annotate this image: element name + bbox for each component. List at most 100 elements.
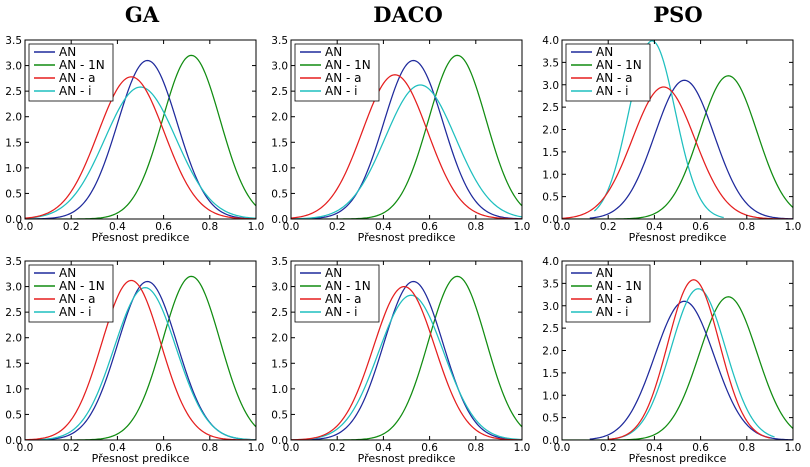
y-tick-label: 3.0 bbox=[271, 61, 288, 73]
x-tick-label: 0.8 bbox=[201, 442, 218, 454]
legend-entry-an-1n: AN - 1N bbox=[59, 279, 105, 293]
y-tick-label: 3.5 bbox=[5, 35, 22, 47]
y-tick-label: 3.0 bbox=[271, 282, 288, 294]
x-tick-label: 0.4 bbox=[375, 221, 392, 233]
y-tick-label: 3.0 bbox=[542, 301, 559, 313]
y-tick-label: 2.0 bbox=[271, 112, 288, 124]
y-tick-label: 1.0 bbox=[5, 384, 22, 396]
y-tick-label: 2.5 bbox=[542, 323, 559, 335]
y-tick-label: 3.5 bbox=[271, 35, 288, 47]
axes-frame bbox=[24, 39, 257, 220]
chart-panel: 0.0 0.2 0.4 0.6 0.8 1.0 0.0 0.5 1.0 1.5 2.0 2.5 3.0 3… bbox=[5, 256, 264, 465]
legend-entry-an-1n: AN - 1N bbox=[325, 279, 371, 293]
series-line-an-i bbox=[291, 84, 522, 219]
legend-entry-an-1n: AN - 1N bbox=[325, 58, 371, 72]
x-tick-label: 0.8 bbox=[201, 221, 218, 233]
y-tick-label: 2.0 bbox=[5, 112, 22, 124]
y-tick-label: 2.5 bbox=[5, 86, 22, 98]
x-tick-label: 1.0 bbox=[785, 221, 802, 233]
series-line-an bbox=[589, 79, 793, 219]
y-tick-label: 1.0 bbox=[5, 163, 22, 175]
column-title-daco: DACO bbox=[373, 2, 443, 27]
legend-entry-an-a: AN - a bbox=[59, 292, 96, 306]
legend-entry-an: AN bbox=[325, 45, 342, 59]
legend-entry-an-1n: AN - 1N bbox=[596, 279, 642, 293]
y-tick-label: 3.5 bbox=[271, 256, 288, 268]
x-tick-label: 0.6 bbox=[421, 221, 438, 233]
chart-panel: 0.0 0.2 0.4 0.6 0.8 1.0 0.0 0.5 1.0 1.5 2.0 2.5 3.0 3… bbox=[542, 35, 801, 244]
legend-entry-an-i: AN - i bbox=[325, 84, 357, 98]
y-tick-label: 1.0 bbox=[271, 384, 288, 396]
legend-entry-an: AN bbox=[325, 266, 342, 280]
y-tick-label: 2.5 bbox=[271, 307, 288, 319]
x-tick-label: 0.6 bbox=[155, 442, 172, 454]
series-line-an-i bbox=[25, 86, 256, 219]
y-tick-label: 2.0 bbox=[5, 333, 22, 345]
legend-entry-an-a: AN - a bbox=[325, 292, 362, 306]
x-tick-label: 0.8 bbox=[467, 221, 484, 233]
y-tick-label: 2.0 bbox=[542, 346, 559, 358]
x-tick-label: 0.0 bbox=[554, 221, 571, 233]
y-tick-label: 0.5 bbox=[271, 188, 288, 200]
y-tick-label: 0.5 bbox=[5, 188, 22, 200]
y-tick-label: 0.0 bbox=[271, 435, 288, 447]
legend-entry-an-a: AN - a bbox=[596, 292, 633, 306]
x-tick-label: 0.2 bbox=[600, 442, 617, 454]
legend-entry-an-i: AN - i bbox=[596, 84, 628, 98]
y-tick-label: 3.0 bbox=[5, 282, 22, 294]
x-tick-label: 0.6 bbox=[692, 221, 709, 233]
legend-entry-an: AN bbox=[596, 45, 613, 59]
y-tick-label: 4.0 bbox=[542, 256, 559, 268]
x-tick-label: 0.8 bbox=[738, 442, 755, 454]
y-tick-label: 2.5 bbox=[271, 86, 288, 98]
y-tick-label: 3.0 bbox=[542, 80, 559, 92]
x-axis-label: Přesnost predikce bbox=[92, 452, 190, 465]
series-line-an bbox=[291, 59, 522, 219]
x-tick-label: 0.0 bbox=[17, 221, 34, 233]
x-tick-label: 0.0 bbox=[283, 221, 300, 233]
y-tick-label: 0.5 bbox=[542, 413, 559, 425]
x-tick-label: 0.2 bbox=[329, 221, 346, 233]
axes-frame bbox=[24, 260, 257, 441]
y-tick-label: 0.0 bbox=[542, 214, 559, 226]
series-line-an bbox=[291, 280, 522, 440]
legend-entry-an-1n: AN - 1N bbox=[59, 58, 105, 72]
axes-frame bbox=[290, 39, 523, 220]
series-line-an-a bbox=[25, 279, 256, 440]
x-axis-label: Přesnost predikce bbox=[629, 452, 727, 465]
y-tick-label: 1.5 bbox=[542, 368, 559, 380]
x-tick-label: 1.0 bbox=[248, 442, 265, 454]
legend-entry-an-a: AN - a bbox=[325, 71, 362, 85]
y-tick-label: 0.5 bbox=[271, 409, 288, 421]
x-tick-label: 0.0 bbox=[554, 442, 571, 454]
column-title-ga: GA bbox=[125, 2, 160, 27]
y-tick-label: 3.5 bbox=[5, 256, 22, 268]
y-tick-label: 3.0 bbox=[5, 61, 22, 73]
series-line-an-a bbox=[562, 86, 793, 219]
x-tick-label: 0.4 bbox=[646, 221, 663, 233]
x-tick-label: 0.2 bbox=[329, 442, 346, 454]
x-axis-label: Přesnost predikce bbox=[92, 231, 190, 244]
y-tick-label: 1.0 bbox=[542, 390, 559, 402]
series-line-an-i bbox=[593, 40, 724, 219]
y-tick-label: 4.0 bbox=[542, 35, 559, 47]
y-tick-label: 1.5 bbox=[271, 137, 288, 149]
legend-entry-an-i: AN - i bbox=[59, 305, 91, 319]
legend-entry-an: AN bbox=[596, 266, 613, 280]
legend-entry-an-a: AN - a bbox=[59, 71, 96, 85]
y-tick-label: 1.0 bbox=[271, 163, 288, 175]
x-axis-label: Přesnost predikce bbox=[629, 231, 727, 244]
y-tick-label: 0.0 bbox=[5, 214, 22, 226]
legend-entry-an-a: AN - a bbox=[596, 71, 633, 85]
y-tick-label: 2.5 bbox=[5, 307, 22, 319]
series-line-an-i bbox=[291, 294, 522, 440]
x-tick-label: 0.8 bbox=[738, 221, 755, 233]
y-tick-label: 0.5 bbox=[5, 409, 22, 421]
x-tick-label: 1.0 bbox=[785, 442, 802, 454]
series-line-an-a bbox=[291, 285, 522, 440]
